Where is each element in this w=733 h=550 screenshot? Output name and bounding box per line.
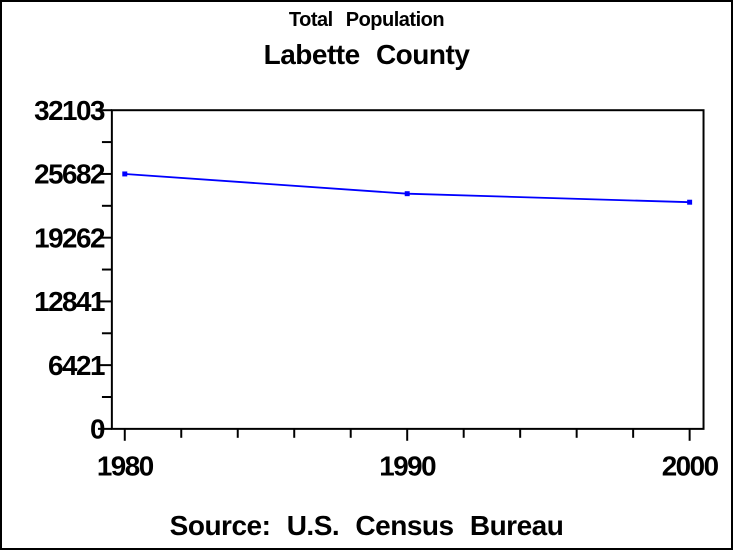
chart-subtitle: Labette County	[263, 39, 470, 70]
data-line	[124, 173, 690, 204]
x-axis-tick-label: 1990	[379, 451, 436, 482]
y-axis-tick-label: 0	[90, 414, 105, 445]
x-axis-tick-label: 1980	[97, 451, 154, 482]
y-axis-tick-label: 19262	[34, 222, 105, 253]
data-point-marker	[404, 191, 410, 197]
source-note: Source: U.S. Census Bureau	[169, 510, 564, 541]
plot-frame	[110, 109, 705, 430]
y-axis-tick-label: 6421	[48, 350, 105, 381]
chart-title: Total Population	[288, 9, 445, 31]
y-axis-tick-label: 32103	[34, 95, 105, 126]
data-point-marker	[687, 199, 693, 205]
x-axis-tick-label: 2000	[662, 451, 719, 482]
y-axis-tick-label: 25682	[34, 159, 105, 190]
data-point-marker	[122, 171, 128, 177]
y-axis-tick-label: 12841	[34, 286, 105, 317]
